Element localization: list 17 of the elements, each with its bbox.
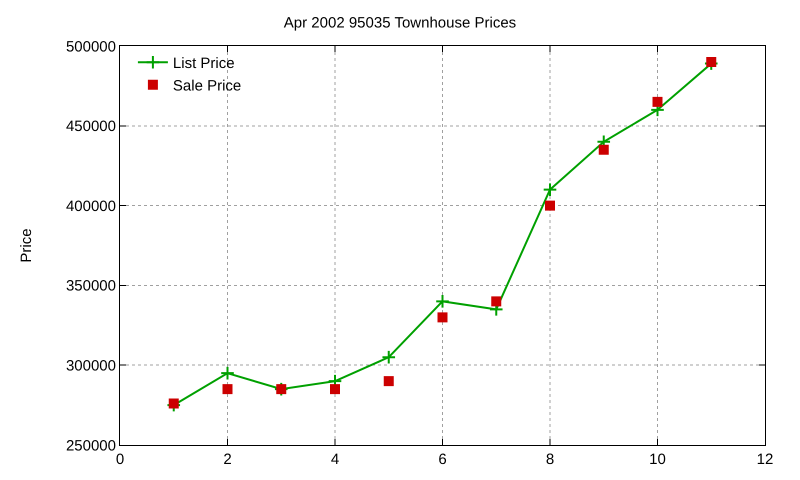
x-tick-label: 10: [649, 451, 666, 468]
y-tick-label: 500000: [66, 38, 116, 56]
y-axis-title: Price: [18, 228, 36, 263]
y-tick-label: 350000: [66, 278, 116, 295]
legend-label: Sale Price: [172, 78, 242, 95]
y-tick-label: 250000: [66, 437, 116, 454]
chart-title: Apr 2002 95035 Townhouse Prices: [284, 14, 516, 32]
x-tick-label: 6: [438, 451, 447, 468]
legend-label: List Price: [172, 55, 235, 72]
x-tick-label: 12: [756, 451, 774, 468]
y-tick-label: 450000: [66, 118, 116, 136]
x-tick-label: 2: [223, 451, 232, 468]
x-tick-label: 8: [546, 451, 554, 468]
x-tick-label: 4: [330, 451, 340, 468]
y-tick-label: 300000: [66, 357, 116, 374]
x-tick-label: 0: [116, 451, 124, 468]
y-tick-label: 400000: [66, 198, 116, 215]
